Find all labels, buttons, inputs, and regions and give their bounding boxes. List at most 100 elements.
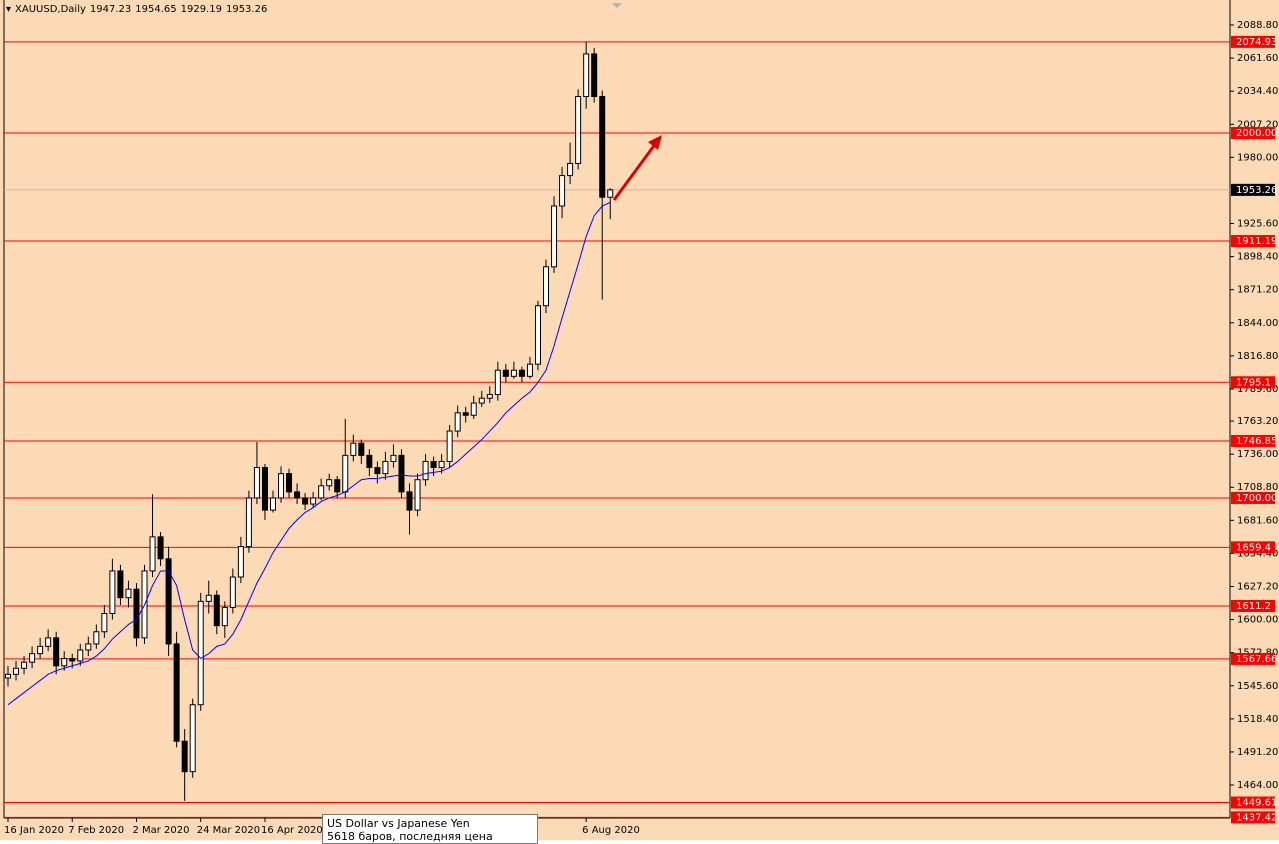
candle-body <box>13 667 20 675</box>
level-tag <box>1231 811 1275 824</box>
candle-body <box>559 175 566 207</box>
y-tick-label: 1980.00 <box>1237 152 1278 163</box>
candle-body <box>101 613 108 633</box>
candle-body <box>422 460 429 481</box>
candle-body <box>494 369 501 396</box>
level-label: 2000.00 <box>1236 128 1277 139</box>
candle-body <box>543 266 550 307</box>
candle-body <box>358 442 365 456</box>
candle-body <box>374 467 381 475</box>
candle-body <box>575 96 582 164</box>
candle-body <box>173 643 180 742</box>
moving-average <box>7 201 611 706</box>
candle-body <box>534 305 541 365</box>
last-price-tag <box>1231 183 1275 196</box>
level-tag <box>1231 796 1275 809</box>
level-label: 1437.42 <box>1236 812 1277 823</box>
shift-marker <box>612 3 622 8</box>
candle-body <box>77 649 84 662</box>
y-tick-label: 1654.40 <box>1237 548 1278 559</box>
y-tick-label: 1708.80 <box>1237 482 1278 493</box>
y-tick-label: 1600.00 <box>1237 615 1278 626</box>
candle-body <box>310 497 317 505</box>
candle-body <box>229 576 236 608</box>
candle-body <box>165 558 172 645</box>
candle-body <box>245 497 252 548</box>
candle-body <box>551 205 558 268</box>
y-tick-label: 1789.60 <box>1237 384 1278 395</box>
candle-body <box>253 467 260 499</box>
x-tick-label: 16 Apr 2020 <box>261 825 323 836</box>
y-tick-label: 1925.60 <box>1237 219 1278 230</box>
candle-body <box>526 363 533 377</box>
candle-body <box>366 454 373 469</box>
candle-body <box>21 661 28 669</box>
candle-body <box>61 658 68 667</box>
y-tick-label: 1844.00 <box>1237 318 1278 329</box>
candle-body <box>446 430 453 462</box>
level-tag <box>1231 376 1275 389</box>
y-tick-label: 1763.20 <box>1237 416 1278 427</box>
candle-body <box>326 479 333 487</box>
candle-body <box>382 460 389 475</box>
candle-body <box>37 645 44 655</box>
x-tick-label: 16 Jan 2020 <box>4 825 64 836</box>
candle-body <box>261 467 268 511</box>
level-label: 1911.19 <box>1236 236 1277 247</box>
candle-body <box>205 594 212 602</box>
candle-body <box>29 653 36 663</box>
candle-body <box>502 369 509 377</box>
last-high: 1954.65 <box>135 4 177 15</box>
x-tick-label: 7 Feb 2020 <box>68 825 124 836</box>
y-tick-label: 1871.20 <box>1237 285 1278 296</box>
y-tick-label: 2034.40 <box>1237 86 1278 97</box>
candle-body <box>109 570 116 615</box>
y-tick-label: 1464.00 <box>1237 780 1278 791</box>
tooltip-title: US Dollar vs Japanese Yen <box>327 817 470 830</box>
y-tick-label: 1518.40 <box>1237 714 1278 725</box>
level-label: 1567.66 <box>1236 654 1277 665</box>
level-label: 1611.2 <box>1236 601 1271 612</box>
trend-arrow <box>612 142 658 201</box>
tooltip: US Dollar vs Japanese Yen 5618 баров, по… <box>322 814 538 844</box>
candle-body <box>5 673 11 679</box>
last-low: 1929.19 <box>180 4 222 15</box>
candle-body <box>470 402 477 416</box>
candle-body <box>269 497 276 511</box>
level-label: 1449.61 <box>1236 798 1277 809</box>
level-tag <box>1231 127 1275 140</box>
candle-body <box>189 704 196 773</box>
x-tick-label: 24 Mar 2020 <box>197 825 260 836</box>
menu-arrow: ▾ <box>6 4 12 15</box>
candle-body <box>237 546 244 578</box>
level-label: 1746.85 <box>1236 436 1277 447</box>
candle-body <box>583 53 590 98</box>
candle-body <box>318 485 325 499</box>
candle-body <box>221 606 228 627</box>
y-tick-label: 1816.80 <box>1237 351 1278 362</box>
y-tick-label: 2088.80 <box>1237 20 1278 31</box>
candle-body <box>454 412 461 432</box>
candle-body <box>414 479 421 511</box>
candle-body <box>213 594 220 627</box>
tooltip-text: 5618 баров, последняя цена 106.47900 <box>327 830 493 843</box>
y-tick-label: 1681.60 <box>1237 515 1278 526</box>
candle-body <box>117 570 124 599</box>
candle-body <box>334 479 341 493</box>
y-tick-label: 1627.20 <box>1237 582 1278 593</box>
candle-body <box>125 588 132 599</box>
candle-body <box>591 53 598 98</box>
level-tag <box>1231 434 1275 447</box>
y-tick-label: 1545.60 <box>1237 681 1278 692</box>
candle-body <box>518 369 525 377</box>
level-tag <box>1231 35 1275 48</box>
last-price-label: 1953.26 <box>1236 185 1277 196</box>
candle-body <box>181 740 188 773</box>
candle-body <box>149 536 156 572</box>
candle-body <box>53 637 60 667</box>
candle-body <box>93 631 100 645</box>
candle-body <box>69 658 76 662</box>
